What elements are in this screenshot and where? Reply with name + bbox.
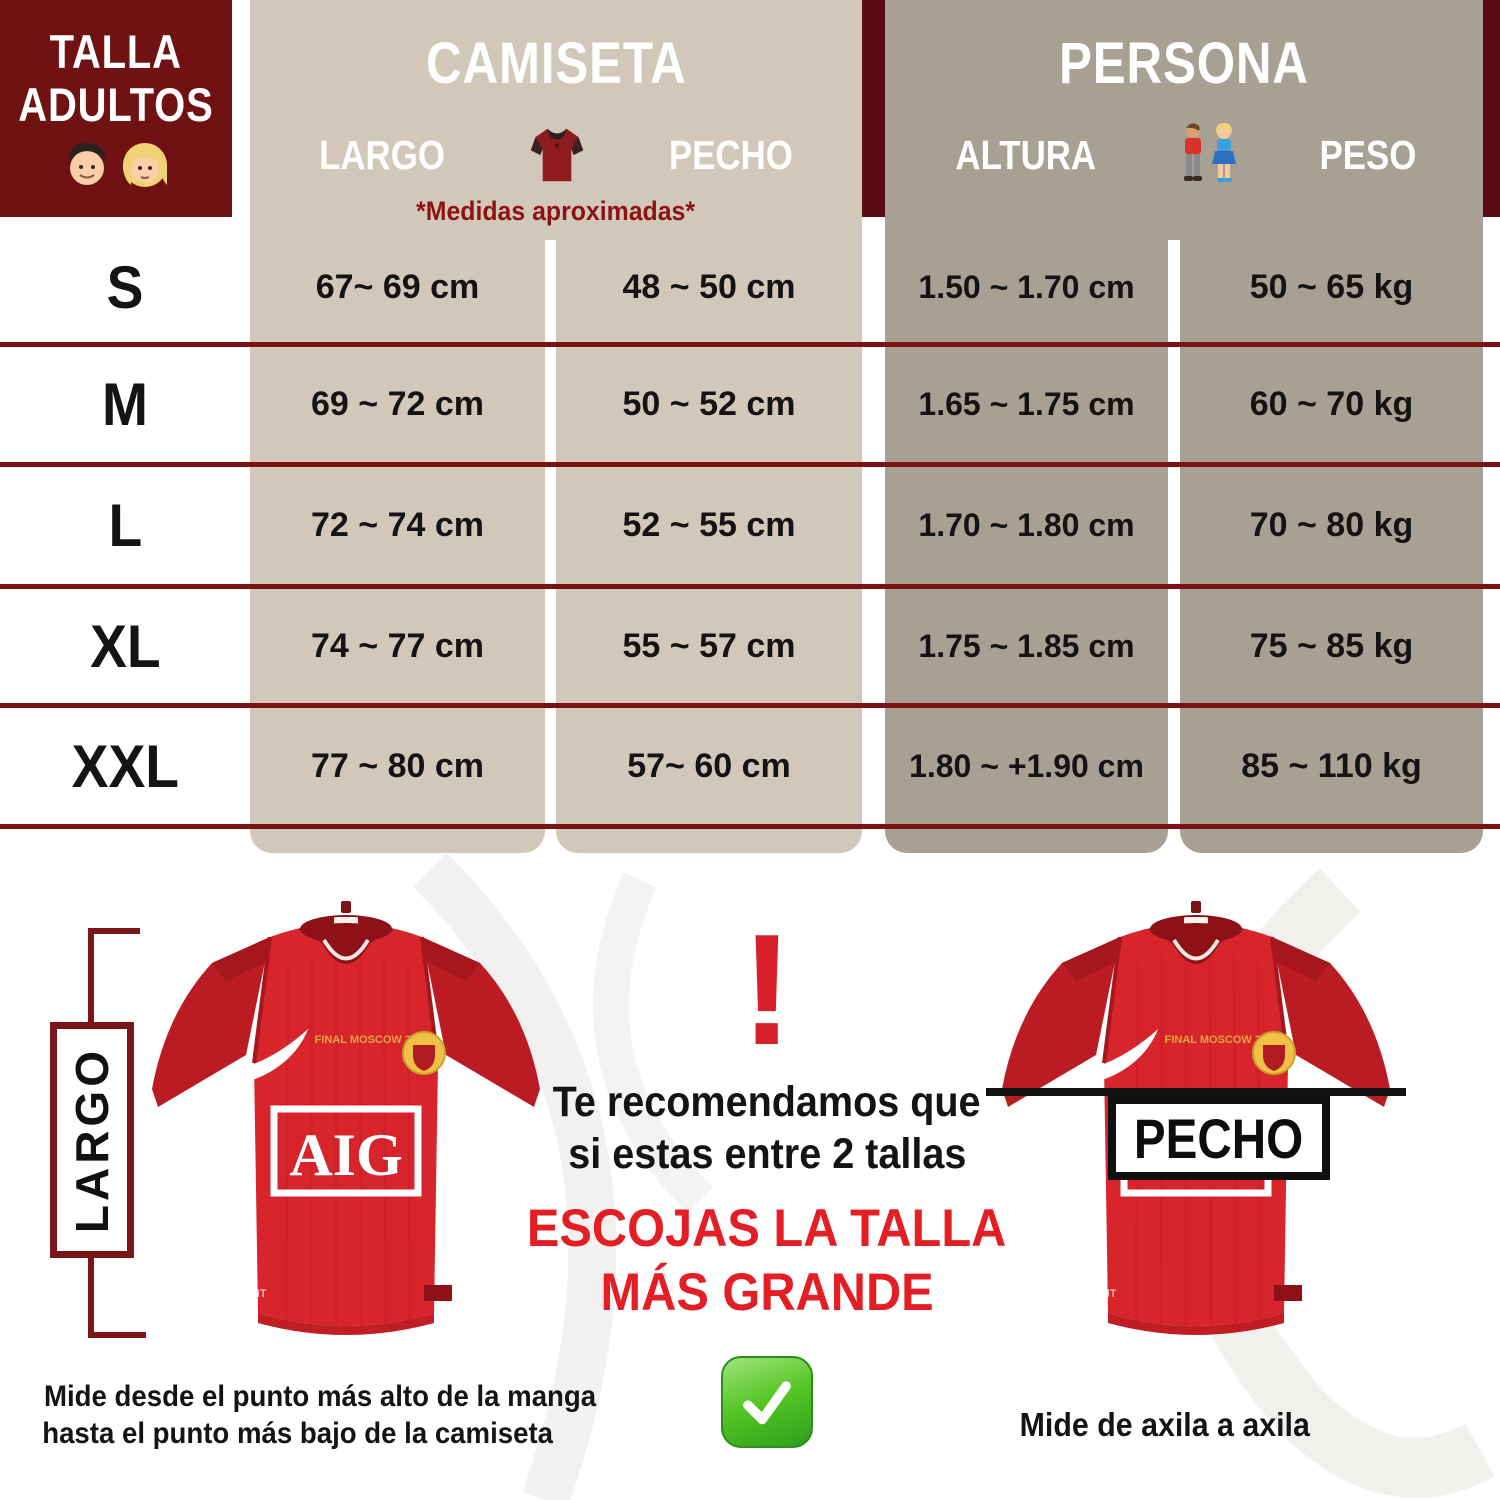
talla-adultos-header: TALLA ADULTOS	[0, 0, 232, 217]
table-cell-pecho: 52 ~ 55 cm	[622, 506, 796, 544]
largo-caption-line2: hasta el punto más bajo de la camiseta	[42, 1417, 553, 1450]
row-divider	[0, 462, 1500, 467]
couple-emoji-icon	[1183, 123, 1236, 182]
table-cell-largo: 67~ 69 cm	[315, 268, 480, 306]
sponsor-text: AIG	[289, 1122, 402, 1188]
largo-column-header: LARGO	[319, 131, 445, 178]
match-text: FINAL MOSCOW 2008	[315, 1034, 430, 1046]
pecho-caption: Mide de axila a axila	[1019, 1406, 1311, 1443]
largo-measure-label: LARGO	[50, 1022, 134, 1258]
talla-title-line2: ADULTOS	[18, 77, 214, 131]
pecho-column-header: PECHO	[669, 131, 794, 178]
nike-fit-tag: NikeFIT	[228, 1288, 267, 1300]
recommendation-line1: Te recomendamos que	[553, 1078, 981, 1126]
size-label: XL	[89, 612, 161, 680]
persona-title: PERSONA	[1059, 31, 1309, 96]
table-cell-altura: 1.70 ~ 1.80 cm	[918, 507, 1135, 543]
persona-header: PERSONA ALTURA PESO	[885, 0, 1483, 240]
peso-column-header: PESO	[1319, 131, 1417, 178]
table-cell-largo: 74 ~ 77 cm	[311, 626, 484, 665]
camiseta-title: CAMISETA	[425, 31, 687, 96]
table-cell-altura: 1.65 ~ 1.75 cm	[918, 386, 1135, 422]
size-label: S	[106, 254, 144, 321]
size-label: L	[108, 492, 142, 559]
table-cell-peso: 50 ~ 65 kg	[1249, 268, 1414, 306]
recommendation-line2: si estas entre 2 tallas	[567, 1130, 967, 1178]
camiseta-header: CAMISETA LARGO PECHO *Medidas aproximada…	[250, 0, 862, 240]
table-cell-altura: 1.50 ~ 1.70 cm	[918, 269, 1135, 305]
table-cell-pecho: 50 ~ 52 cm	[622, 385, 796, 423]
pecho-measure-line	[986, 1088, 1406, 1096]
recommendation-line4: MÁS GRANDE	[600, 1263, 934, 1322]
size-label: XXL	[71, 732, 179, 800]
pecho-measure-label: PECHO	[1108, 1096, 1330, 1180]
largo-bracket-tick-bottom	[88, 1332, 146, 1338]
jersey-front-largo: FINAL MOSCOW 2008 AIG NikeFIT	[152, 901, 540, 1335]
nike-fit-tag: NikeFIT	[1078, 1288, 1117, 1300]
size-label: M	[101, 371, 148, 438]
largo-caption-line1: Mide desde el punto más alto de la manga	[44, 1380, 597, 1413]
medidas-note: *Medidas aproximadas*	[416, 196, 696, 226]
altura-column-header: ALTURA	[955, 131, 1097, 178]
table-cell-largo: 77 ~ 80 cm	[311, 746, 484, 785]
row-divider	[0, 584, 1500, 589]
table-cell-pecho: 55 ~ 57 cm	[622, 626, 796, 665]
table-cell-pecho: 48 ~ 50 cm	[622, 268, 796, 306]
largo-bracket-tick-top	[88, 928, 140, 934]
shirt-emoji-icon	[530, 128, 584, 182]
table-cell-pecho: 57~ 60 cm	[627, 746, 791, 785]
talla-title-line1: TALLA	[49, 24, 183, 78]
row-divider	[0, 703, 1500, 708]
maroon-right-band	[1483, 0, 1500, 217]
table-cell-altura: 1.80 ~ +1.90 cm	[909, 747, 1144, 784]
table-cell-largo: 72 ~ 74 cm	[311, 506, 484, 544]
table-cell-peso: 85 ~ 110 kg	[1241, 746, 1422, 785]
table-cell-altura: 1.75 ~ 1.85 cm	[918, 627, 1135, 664]
green-check-icon	[721, 1356, 813, 1448]
recommendation-line3: ESCOJAS LA TALLA	[527, 1199, 1007, 1258]
maroon-divider	[862, 0, 885, 217]
exclamation-mark: !	[740, 902, 794, 1078]
row-divider	[0, 342, 1500, 347]
table-cell-largo: 69 ~ 72 cm	[311, 385, 484, 423]
row-divider	[0, 824, 1500, 829]
table-cell-peso: 75 ~ 85 kg	[1249, 626, 1414, 665]
largo-caption: Mide desde el punto más alto de la manga…	[20, 1378, 597, 1452]
man-woman-emoji-icon	[69, 143, 167, 188]
table-cell-peso: 60 ~ 70 kg	[1249, 385, 1414, 423]
table-cell-peso: 70 ~ 80 kg	[1249, 506, 1414, 544]
